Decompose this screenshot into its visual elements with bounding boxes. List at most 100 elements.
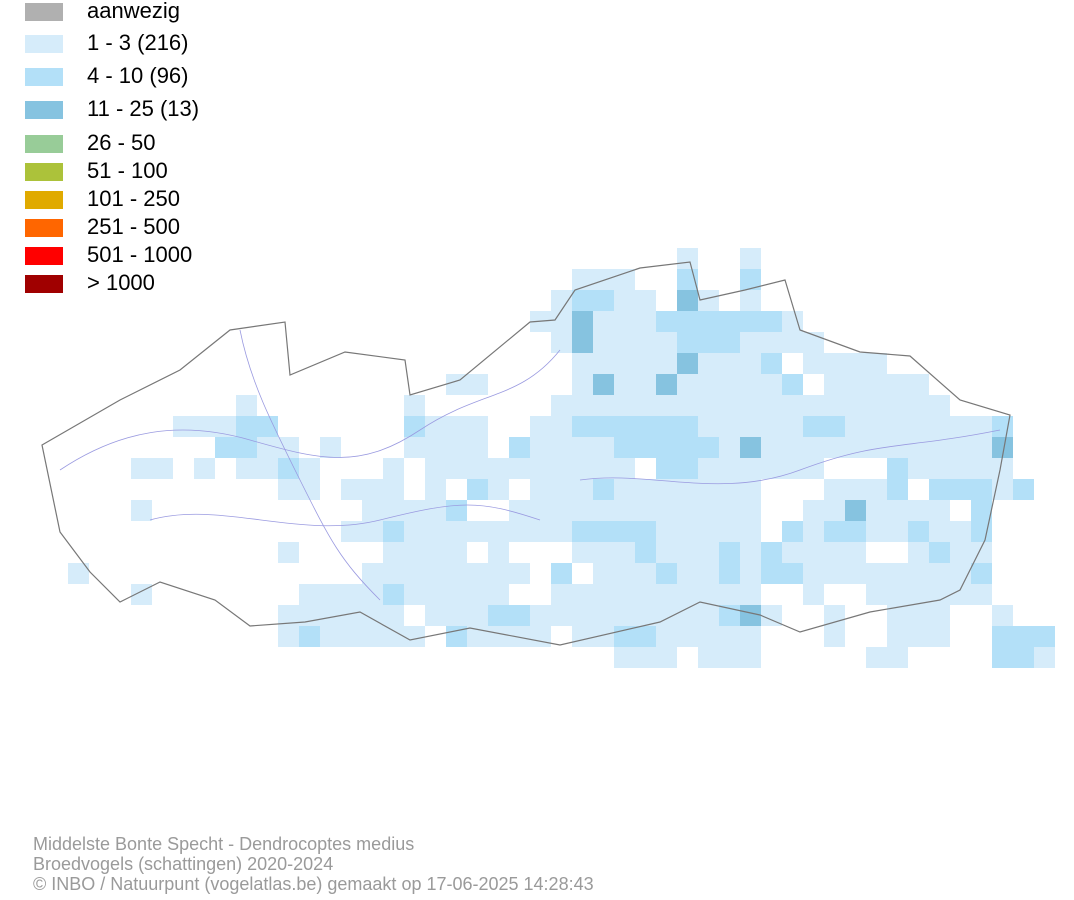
grid-cell: [635, 395, 656, 416]
legend: aanwezig 1 - 3 (216) 4 - 10 (96) 11 - 25 (1…: [25, 0, 199, 295]
grid-cell: [740, 374, 761, 395]
legend-swatch: [25, 135, 63, 153]
grid-cell: [698, 290, 719, 311]
grid-cell: [593, 311, 614, 332]
grid-cell: [950, 584, 971, 605]
grid-cell: [614, 479, 635, 500]
grid-cell: [866, 521, 887, 542]
grid-cell: [656, 626, 677, 647]
grid-cell: [677, 542, 698, 563]
grid-cell: [593, 479, 614, 500]
grid-cell: [824, 374, 845, 395]
rivers: [59, 329, 1001, 601]
grid-cell: [698, 458, 719, 479]
grid-cell: [635, 605, 656, 626]
grid-cell: [740, 500, 761, 521]
grid-cell: [509, 563, 530, 584]
grid-cell: [299, 458, 320, 479]
grid-cell: [551, 605, 572, 626]
grid-cell: [530, 458, 551, 479]
grid-cell: [740, 542, 761, 563]
grid-cell: [656, 563, 677, 584]
grid-cell: [908, 542, 929, 563]
grid-cell: [509, 437, 530, 458]
grid-cell: [656, 416, 677, 437]
grid-cell: [551, 416, 572, 437]
grid-cell: [572, 374, 593, 395]
grid-cell: [698, 542, 719, 563]
grid-cell: [341, 479, 362, 500]
grid-cell: [446, 563, 467, 584]
grid-cell: [635, 311, 656, 332]
grid-cell: [971, 521, 992, 542]
grid-cell: [782, 437, 803, 458]
grid-cell: [824, 521, 845, 542]
grid-cell: [656, 311, 677, 332]
grid-cell: [698, 584, 719, 605]
grid-cell: [635, 626, 656, 647]
grid-cell: [1013, 479, 1034, 500]
grid-cell: [866, 374, 887, 395]
grid-cell: [782, 311, 803, 332]
grid-cell: [488, 479, 509, 500]
grid-cell: [446, 500, 467, 521]
grid-cell: [929, 542, 950, 563]
grid-cell: [803, 500, 824, 521]
grid-cell: [992, 458, 1013, 479]
grid-cell: [761, 395, 782, 416]
grid-cell: [362, 626, 383, 647]
grid-cell: [698, 626, 719, 647]
grid-cell: [425, 479, 446, 500]
grid-cell: [677, 311, 698, 332]
grid-cell: [572, 416, 593, 437]
grid-cell: [992, 416, 1013, 437]
grid-cell: [635, 437, 656, 458]
grid-cell: [677, 416, 698, 437]
grid-cell: [614, 458, 635, 479]
grid-cell: [488, 542, 509, 563]
grid-cell: [677, 584, 698, 605]
grid-cell: [950, 479, 971, 500]
grid-cell: [908, 563, 929, 584]
grid-cell: [509, 521, 530, 542]
grid-cell: [572, 269, 593, 290]
grid-cell: [488, 584, 509, 605]
grid-cell: [383, 500, 404, 521]
grid-cell: [971, 563, 992, 584]
grid-cell: [614, 647, 635, 668]
grid-cell: [614, 605, 635, 626]
grid-cell: [824, 416, 845, 437]
grid-cell: [656, 395, 677, 416]
grid-cell: [971, 542, 992, 563]
grid-cell: [299, 479, 320, 500]
grid-cell: [698, 563, 719, 584]
grid-cell: [887, 374, 908, 395]
grid-cell: [656, 353, 677, 374]
legend-label: 4 - 10 (96): [87, 63, 189, 88]
grid-cell: [467, 458, 488, 479]
legend-label: 51 - 100: [87, 158, 168, 183]
grid-cell: [929, 458, 950, 479]
grid-cell: [614, 563, 635, 584]
grid-cell: [383, 521, 404, 542]
grid-cell: [719, 542, 740, 563]
grid-cell: [614, 521, 635, 542]
grid-cell: [740, 248, 761, 269]
grid-cell: [803, 395, 824, 416]
grid-cell: [488, 605, 509, 626]
grid-cell: [698, 437, 719, 458]
grid-cell: [236, 458, 257, 479]
region-outline: [41, 261, 1011, 646]
grid-cell: [446, 584, 467, 605]
grid-cell: [509, 626, 530, 647]
grid-cell: [803, 584, 824, 605]
grid-cell: [446, 416, 467, 437]
grid-cell: [572, 395, 593, 416]
grid-cell: [677, 395, 698, 416]
grid-cell: [992, 647, 1013, 668]
grid-cell: [845, 395, 866, 416]
grid-cell: [467, 479, 488, 500]
grid-cell: [341, 521, 362, 542]
grid-cell: [572, 353, 593, 374]
grid-cell: [782, 542, 803, 563]
